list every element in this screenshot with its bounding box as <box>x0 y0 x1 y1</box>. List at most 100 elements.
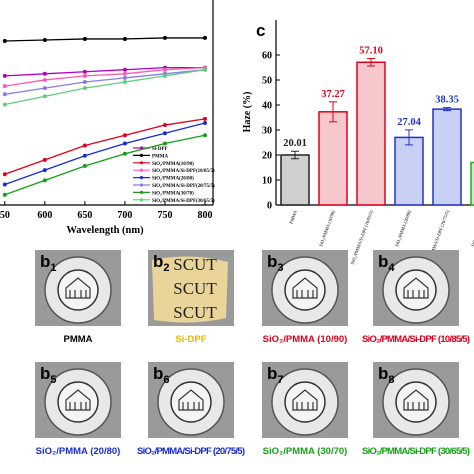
data-point <box>202 35 207 40</box>
legend-marker <box>139 153 144 157</box>
data-point <box>42 94 47 99</box>
legend-label: PMMA <box>152 154 168 159</box>
y-tick-label: 20 <box>262 151 272 162</box>
photo-caption: SiO₂/PMMA (30/70) <box>263 446 348 457</box>
data-point <box>2 73 7 78</box>
x-tick-label: 800 <box>197 210 212 221</box>
data-point <box>162 141 167 146</box>
data-point <box>82 86 87 91</box>
panel-letter: b <box>267 364 277 383</box>
badge-emblem <box>65 389 91 411</box>
legend-marker <box>139 183 144 187</box>
film-text: SCUT <box>173 303 217 322</box>
data-point <box>162 73 167 78</box>
photo-caption: SiO₂/PMMA (20/80) <box>36 446 121 457</box>
photo-caption: SiO₂/PMMA (10/90) <box>263 334 348 345</box>
photo-caption: SiO₂/PMMA/Si-DPF (20/75/5) <box>137 446 245 457</box>
panel-letter: b <box>40 364 50 383</box>
panel-index: 5 <box>50 374 56 386</box>
badge-inner <box>395 381 437 423</box>
data-point <box>2 172 7 177</box>
photo-panel: b8 SiO₂/PMMA/Si-DPF (30/65/5) <box>362 362 470 457</box>
badge-inner <box>57 381 99 423</box>
y-tick-label: 10 <box>262 176 272 187</box>
panel-index: 1 <box>50 262 56 274</box>
panel-label: b1 <box>40 252 57 274</box>
badge-inner <box>284 381 326 423</box>
badge-emblem <box>178 389 204 411</box>
film <box>152 256 228 323</box>
y-tick-label: 0 <box>267 201 272 212</box>
legend-label: SiO₂/PMMA(10/90) <box>152 162 194 167</box>
y-tick-label: 60 <box>262 51 272 62</box>
value-label: 37.27 <box>321 89 345 100</box>
badge-emblem <box>292 277 318 299</box>
series-line <box>4 118 206 175</box>
data-point <box>122 141 127 146</box>
data-point <box>122 80 127 84</box>
data-point <box>162 131 167 136</box>
badge-inner <box>395 269 437 311</box>
badge-emblem <box>403 277 429 299</box>
data-point <box>202 116 207 121</box>
series-line <box>4 67 205 77</box>
data-point <box>162 67 167 72</box>
legend-marker <box>139 176 144 180</box>
data-point <box>162 123 167 128</box>
bar <box>318 111 348 206</box>
badge-inner <box>170 381 212 423</box>
legend-label: Si-DPF <box>152 147 168 152</box>
panel-label: c <box>256 21 265 40</box>
film-text: SCUT <box>173 255 217 274</box>
photo-caption: SiO₂/PMMA/Si-DPF (10/85/5) <box>362 334 470 345</box>
series-line <box>4 69 206 106</box>
data-point <box>122 75 127 80</box>
data-point <box>42 77 47 82</box>
data-point <box>2 84 7 89</box>
series-line <box>4 37 205 42</box>
data-point <box>122 133 127 138</box>
panel-letter: b <box>40 252 50 271</box>
value-label: 57.10 <box>359 46 383 57</box>
data-point <box>2 182 7 187</box>
data-point <box>82 80 87 84</box>
y-tick-label: 50 <box>262 76 272 87</box>
y-axis-label: Haze (%) <box>242 92 253 133</box>
legend-marker <box>139 198 144 202</box>
photo-panel: b5 SiO₂/PMMA (20/80) <box>35 362 121 457</box>
x-tick-label: 700 <box>117 210 132 221</box>
x-tick-label: 650 <box>77 210 92 221</box>
photo-caption: Si-DPF <box>175 334 206 345</box>
legend-marker <box>139 168 144 172</box>
data-point <box>122 67 127 72</box>
panel-label: b5 <box>40 364 57 386</box>
data-point <box>2 192 7 197</box>
data-point <box>82 73 87 78</box>
x-tick-label: PMMA <box>288 209 298 225</box>
data-point <box>122 36 127 41</box>
data-point <box>82 69 87 74</box>
bar <box>470 161 474 206</box>
bar <box>280 154 310 206</box>
x-tick-label: 600 <box>37 210 52 221</box>
value-label: 27.04 <box>397 117 421 128</box>
badge-emblem <box>403 389 429 411</box>
data-point <box>42 86 47 91</box>
series-line <box>4 122 206 186</box>
panel-letter: b <box>153 252 163 271</box>
panel-index: 8 <box>388 374 394 386</box>
panel-label: b6 <box>153 364 170 386</box>
data-point <box>202 121 207 125</box>
series-line <box>4 134 206 196</box>
photo-caption: SiO₂/PMMA/Si-DPF (30/65/5) <box>362 446 470 457</box>
data-point <box>82 153 87 158</box>
bar <box>394 136 424 206</box>
bar <box>356 61 386 206</box>
legend-label: SiO₂/PMMA/Si-DPF(10/85/5) <box>152 169 215 174</box>
panel-index: 2 <box>163 262 169 274</box>
panel-label: b4 <box>378 252 395 274</box>
badge-inner <box>57 269 99 311</box>
data-point <box>162 35 167 40</box>
